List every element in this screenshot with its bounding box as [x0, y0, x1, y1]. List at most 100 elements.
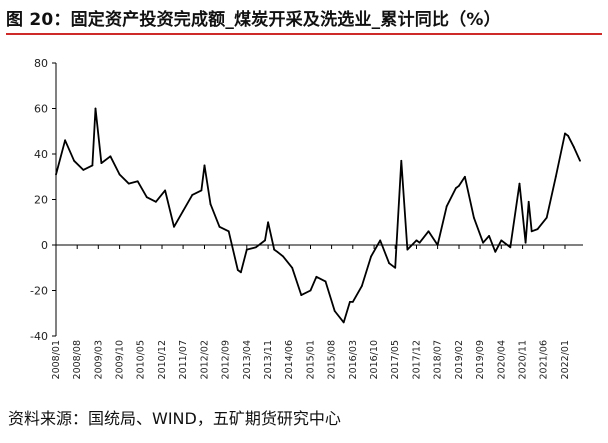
y-axis: 80 60 40 20 0 -20 -40	[30, 57, 57, 343]
data-point	[236, 269, 239, 271]
data-point	[445, 205, 448, 208]
x-tick-label: 2019/09	[475, 340, 486, 379]
y-tick-label: -20	[30, 285, 48, 298]
data-point	[379, 239, 382, 242]
data-point	[109, 155, 112, 158]
data-point	[264, 239, 266, 242]
data-point	[173, 225, 175, 228]
series-line-0	[55, 107, 581, 324]
data-point	[488, 235, 490, 237]
x-tick-label: 2013/11	[263, 340, 274, 379]
data-point	[64, 139, 66, 142]
data-point	[182, 210, 185, 212]
data-point	[579, 159, 581, 162]
data-point	[255, 246, 257, 249]
chart-title: 图 20：固定资产投资完成额_煤炭开采及洗选业_累计同比（%）	[6, 10, 501, 30]
x-tick-label: 2011/07	[178, 340, 189, 379]
data-point	[361, 285, 363, 287]
data-point	[494, 250, 497, 253]
x-tick-label: 2008/01	[51, 340, 62, 379]
x-tick-label: 2013/04	[242, 340, 253, 379]
data-point	[524, 241, 527, 244]
x-tick-label: 2012/09	[221, 340, 232, 379]
data-point	[418, 241, 421, 244]
data-point	[100, 162, 103, 164]
data-point	[530, 230, 533, 233]
data-point	[436, 244, 439, 246]
x-tick-label: 2015/01	[305, 340, 316, 379]
title-divider	[6, 33, 602, 35]
y-tick-label: 40	[34, 148, 48, 161]
data-point	[273, 248, 276, 251]
data-point	[127, 182, 130, 185]
x-tick-label: 2018/07	[433, 340, 444, 379]
data-point	[73, 159, 75, 162]
data-point	[191, 194, 194, 196]
data-point	[282, 255, 284, 258]
x-tick-label: 2016/03	[348, 340, 359, 379]
data-point	[82, 169, 85, 171]
data-point	[309, 289, 312, 292]
line-chart: 80 60 40 20 0 -20 -40 2008/01 2008/08 2009/03 20 0…	[30, 57, 583, 379]
x-tick-label: 2008/08	[72, 340, 83, 379]
x-tick-label: 2017/05	[390, 340, 401, 379]
x-tick-label: 2020/04	[496, 340, 507, 379]
data-point	[406, 248, 409, 251]
x-tick-label: 2009/03	[93, 340, 104, 379]
x-tick-label: 2016/10	[369, 340, 380, 379]
data-point	[342, 321, 345, 324]
data-point	[458, 184, 460, 187]
data-point	[155, 200, 157, 203]
data-point	[267, 221, 269, 224]
source-note: 资料来源：国统局、WIND，五矿期货研究中心	[8, 409, 341, 428]
x-tick-label: 2021/06	[539, 340, 550, 379]
data-point	[94, 107, 97, 110]
data-point	[91, 164, 94, 167]
x-tick-label: 2017/12	[411, 340, 422, 379]
data-point	[427, 230, 430, 233]
data-point	[351, 301, 354, 303]
data-point	[554, 175, 557, 178]
x-tick-label: 2020/11	[518, 340, 529, 379]
data-point	[209, 203, 212, 206]
x-axis: 2008/01 2008/08 2009/03 2009/10 2010/05 2010/…	[51, 244, 583, 379]
data-point	[464, 175, 466, 178]
data-point	[218, 225, 221, 228]
data-point	[136, 180, 139, 183]
data-point	[567, 134, 569, 137]
data-point	[276, 250, 279, 253]
data-point	[203, 164, 206, 167]
data-point	[518, 182, 521, 185]
data-point	[473, 216, 475, 219]
data-point	[333, 310, 336, 312]
y-tick-label: 0	[41, 239, 48, 252]
data-point	[240, 271, 242, 274]
x-tick-label: 2022/01	[560, 340, 571, 379]
data-point	[564, 132, 566, 135]
data-point	[527, 200, 530, 203]
data-point	[394, 266, 397, 269]
data-point	[315, 275, 318, 278]
x-tick-label: 2014/06	[284, 340, 295, 379]
x-tick-label: 2010/12	[157, 340, 168, 379]
y-tick-label: 60	[34, 103, 48, 116]
y-tick-label: -40	[30, 330, 48, 343]
data-point	[291, 266, 294, 269]
data-point	[370, 255, 372, 258]
y-tick-label: 80	[34, 57, 48, 70]
data-point	[200, 189, 203, 192]
data-point	[55, 173, 57, 176]
data-point	[145, 196, 148, 199]
data-point	[500, 239, 503, 242]
data-point	[324, 280, 327, 283]
x-tick-label: 2019/02	[454, 340, 465, 379]
y-tick-label: 20	[34, 194, 48, 207]
data-point	[455, 187, 457, 190]
x-tick-label: 2010/05	[136, 340, 147, 379]
x-tick-label: 2015/08	[327, 340, 338, 379]
series-layer	[55, 107, 581, 324]
data-point	[536, 228, 539, 231]
data-point	[415, 239, 418, 242]
data-point	[509, 246, 512, 249]
data-point	[349, 301, 351, 303]
